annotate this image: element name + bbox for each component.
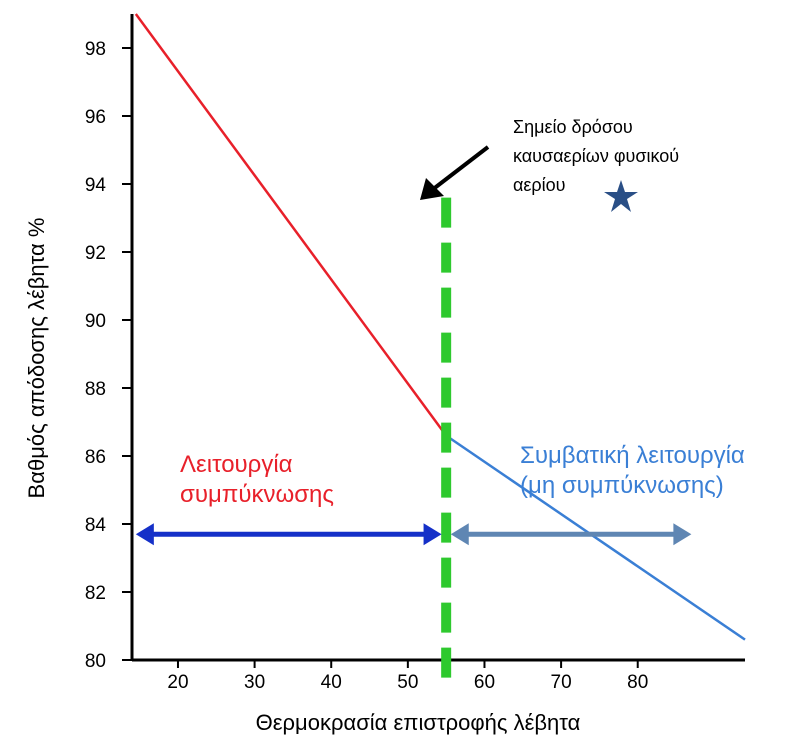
conventional-label-line-1: Συμβατική λειτουργία [520, 442, 745, 469]
y-tick-label: 96 [85, 107, 106, 128]
series-line-1 [134, 13, 448, 437]
dew-point-pointer-arrow [430, 145, 490, 192]
dew-point-label-line-1: Σημείο δρόσου [513, 117, 633, 137]
y-tick-labels: 80 82 84 86 88 90 92 94 96 98 [85, 39, 132, 672]
y-tick-label: 92 [85, 243, 106, 264]
condensing-label-line-1: Λειτουργία [180, 451, 293, 478]
dew-point-annotation: Σημείο δρόσου καυσαερίων φυσικού αερίου [420, 117, 679, 212]
y-axis-title: Βαθμός απόδοσης λέβητα % [24, 218, 49, 499]
conventional-label: Συμβατική λειτουργία (μη συμπύκνωσης) [520, 442, 745, 499]
x-tick-label: 40 [321, 672, 342, 693]
conventional-arrow-head-left [450, 523, 469, 546]
conventional-arrow-head-right [673, 523, 692, 546]
condensing-arrow-head-right [423, 523, 442, 546]
x-tick-label: 80 [627, 672, 648, 693]
condensing-label-line-2: συμπύκνωσης [180, 481, 334, 508]
y-tick-label: 86 [85, 447, 106, 468]
y-tick-label: 80 [85, 651, 106, 672]
dew-point-label-line-3: αερίου [513, 175, 566, 195]
x-tick-labels: 20 30 40 50 60 70 80 [167, 660, 648, 693]
series-layer [134, 13, 746, 641]
dew-point-pointer-arrowhead [420, 178, 444, 200]
star-icon [604, 180, 638, 212]
y-tick-label: 82 [85, 583, 106, 604]
y-tick-label: 90 [85, 311, 106, 332]
y-tick-label: 98 [85, 39, 106, 60]
y-tick-label: 94 [85, 175, 107, 196]
range-arrows [135, 523, 692, 546]
conventional-label-line-2: (μη συμπύκνωσης) [520, 472, 724, 499]
condensing-arrow-head-left [135, 523, 154, 546]
x-tick-label: 60 [474, 672, 495, 693]
y-tick-label: 88 [85, 379, 106, 400]
x-tick-label: 70 [551, 672, 572, 693]
x-tick-label: 50 [397, 672, 418, 693]
y-tick-label: 84 [85, 515, 107, 536]
x-axis-title: Θερμοκρασία επιστροφής λέβητα [256, 710, 581, 735]
dew-point-label-line-2: καυσαερίων φυσικού [513, 146, 679, 166]
series-line-2 [445, 434, 746, 641]
x-tick-label: 30 [244, 672, 265, 693]
condensing-label: Λειτουργία συμπύκνωσης [180, 451, 334, 508]
x-tick-label: 20 [167, 672, 188, 693]
